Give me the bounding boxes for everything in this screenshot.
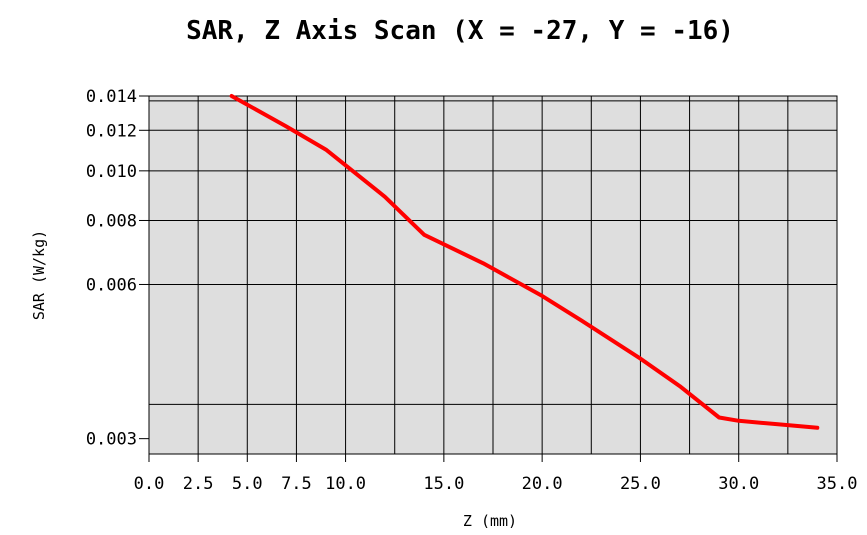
y-axis-ticks: 0.014 0.012 0.010 0.008 0.006 0.003 bbox=[86, 87, 149, 450]
x-tick-label-2: 5.0 bbox=[232, 474, 263, 494]
x-tick-label-7: 25.0 bbox=[620, 474, 661, 494]
chart-title: SAR, Z Axis Scan (X = -27, Y = -16) bbox=[186, 16, 734, 46]
x-tick-label-1: 2.5 bbox=[183, 474, 214, 494]
y-tick-label-2: 0.010 bbox=[86, 162, 137, 182]
y-tick-label-4: 0.006 bbox=[86, 275, 137, 295]
axes bbox=[148, 95, 838, 455]
y-axis-label: SAR (W/kg) bbox=[30, 230, 48, 320]
series-group bbox=[229, 94, 820, 430]
x-tick-label-9: 35.0 bbox=[817, 474, 858, 494]
x-tick-label-5: 15.0 bbox=[423, 474, 464, 494]
y-tick-label-5: 0.003 bbox=[86, 430, 137, 450]
series-line-0 bbox=[229, 94, 820, 430]
y-tick-label-3: 0.008 bbox=[86, 211, 137, 231]
y-tick-label-1: 0.012 bbox=[86, 121, 137, 141]
x-axis-ticks: 0.0 2.5 5.0 7.5 10.0 15.0 20.0 25.0 30.0 35.0 bbox=[134, 454, 858, 494]
x-tick-label-8: 30.0 bbox=[718, 474, 759, 494]
x-tick-label-4: 10.0 bbox=[325, 474, 366, 494]
x-tick-label-6: 20.0 bbox=[522, 474, 563, 494]
y-tick-label-0: 0.014 bbox=[86, 87, 137, 107]
x-axis-label: Z (mm) bbox=[463, 512, 517, 530]
x-tick-label-0: 0.0 bbox=[134, 474, 165, 494]
plot-frame bbox=[148, 95, 838, 455]
x-tick-label-3: 7.5 bbox=[281, 474, 312, 494]
